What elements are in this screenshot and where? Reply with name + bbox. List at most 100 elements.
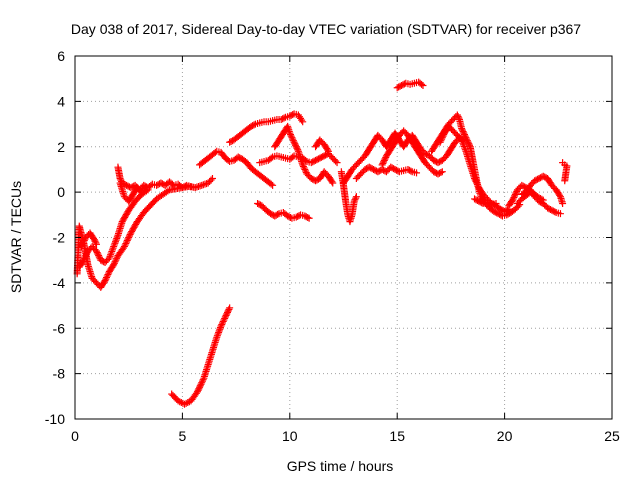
- data-point: [381, 155, 389, 163]
- y-tick-label: 0: [57, 184, 65, 200]
- data-point: [461, 144, 469, 152]
- y-tick-label: 2: [57, 139, 65, 155]
- data-point: [80, 255, 88, 263]
- data-point: [436, 138, 444, 146]
- data-point: [142, 184, 150, 192]
- data-point: [81, 253, 89, 261]
- data-point: [304, 213, 312, 221]
- data-point: [78, 241, 86, 249]
- data-point: [350, 197, 358, 205]
- data-point: [223, 310, 231, 318]
- data-point: [333, 159, 341, 167]
- data-point: [226, 304, 234, 312]
- data-point: [80, 238, 88, 246]
- data-point: [111, 239, 119, 247]
- data-point: [438, 134, 446, 142]
- y-axis-label: SDTVAR / TECUs: [8, 181, 24, 293]
- data-point: [224, 308, 232, 316]
- data-point: [113, 233, 121, 241]
- data-point: [95, 253, 103, 261]
- data-point: [123, 237, 131, 245]
- data-point: [267, 180, 275, 188]
- data-point: [299, 161, 307, 169]
- data-point: [511, 192, 519, 200]
- data-point: [112, 256, 120, 264]
- y-tick-label: -10: [45, 411, 65, 427]
- data-point: [418, 80, 426, 88]
- data-point: [324, 147, 332, 155]
- data-point: [461, 146, 469, 154]
- data-point: [107, 249, 115, 257]
- data-point: [463, 135, 471, 143]
- data-point: [332, 157, 340, 165]
- data-point: [473, 181, 481, 189]
- data-point: [79, 240, 87, 248]
- data-point: [305, 214, 313, 222]
- data-point: [110, 261, 118, 269]
- data-point: [222, 311, 230, 319]
- data-point: [300, 164, 308, 172]
- data-point: [461, 131, 469, 139]
- data-point: [438, 168, 446, 176]
- data-point: [219, 317, 227, 325]
- data-point: [413, 169, 421, 177]
- data-point: [351, 196, 359, 204]
- data-point: [407, 167, 415, 175]
- data-point: [213, 333, 221, 341]
- data-point: [110, 243, 118, 251]
- data-point: [90, 236, 98, 244]
- data-point: [193, 388, 201, 396]
- data-point: [92, 247, 100, 255]
- data-point: [328, 178, 336, 186]
- data-point: [216, 324, 224, 332]
- data-point: [551, 208, 559, 216]
- data-point: [198, 377, 206, 385]
- data-point: [195, 385, 203, 393]
- y-tick-label: -8: [53, 366, 66, 382]
- data-point: [459, 128, 467, 136]
- data-point: [460, 129, 468, 137]
- data-point: [111, 258, 119, 266]
- data-point: [109, 244, 117, 252]
- data-point: [274, 210, 282, 218]
- data-point: [287, 132, 295, 140]
- data-point: [110, 241, 118, 249]
- data-point: [107, 251, 115, 259]
- data-point: [221, 314, 229, 322]
- x-tick-label: 0: [71, 428, 79, 444]
- data-point: [103, 272, 111, 280]
- data-point: [459, 141, 467, 149]
- data-point: [329, 179, 337, 187]
- data-point: [538, 195, 546, 203]
- data-point: [181, 400, 189, 408]
- data-point: [299, 118, 307, 126]
- data-point: [174, 397, 182, 405]
- data-point: [92, 239, 100, 247]
- data-point: [102, 275, 110, 283]
- data-point: [462, 134, 470, 142]
- data-point: [103, 274, 111, 282]
- data-point: [437, 137, 445, 145]
- data-point: [101, 277, 109, 285]
- data-point: [299, 162, 307, 170]
- data-point: [113, 234, 121, 242]
- data-point: [439, 132, 447, 140]
- data-point: [198, 379, 206, 387]
- data-point: [465, 140, 473, 148]
- data-point: [324, 146, 332, 154]
- data-point: [510, 193, 518, 201]
- x-tick-label: 20: [497, 428, 513, 444]
- data-point: [184, 399, 192, 407]
- data-point: [559, 199, 567, 207]
- data-point: [556, 210, 564, 218]
- data-point: [92, 240, 100, 248]
- y-tick-label: 6: [57, 48, 65, 64]
- data-point: [104, 271, 112, 279]
- data-point: [509, 195, 517, 203]
- data-point: [286, 129, 294, 137]
- data-point: [556, 191, 564, 199]
- x-tick-label: 15: [389, 428, 405, 444]
- data-point: [380, 158, 388, 166]
- data-point: [225, 305, 233, 313]
- data-point: [215, 327, 223, 335]
